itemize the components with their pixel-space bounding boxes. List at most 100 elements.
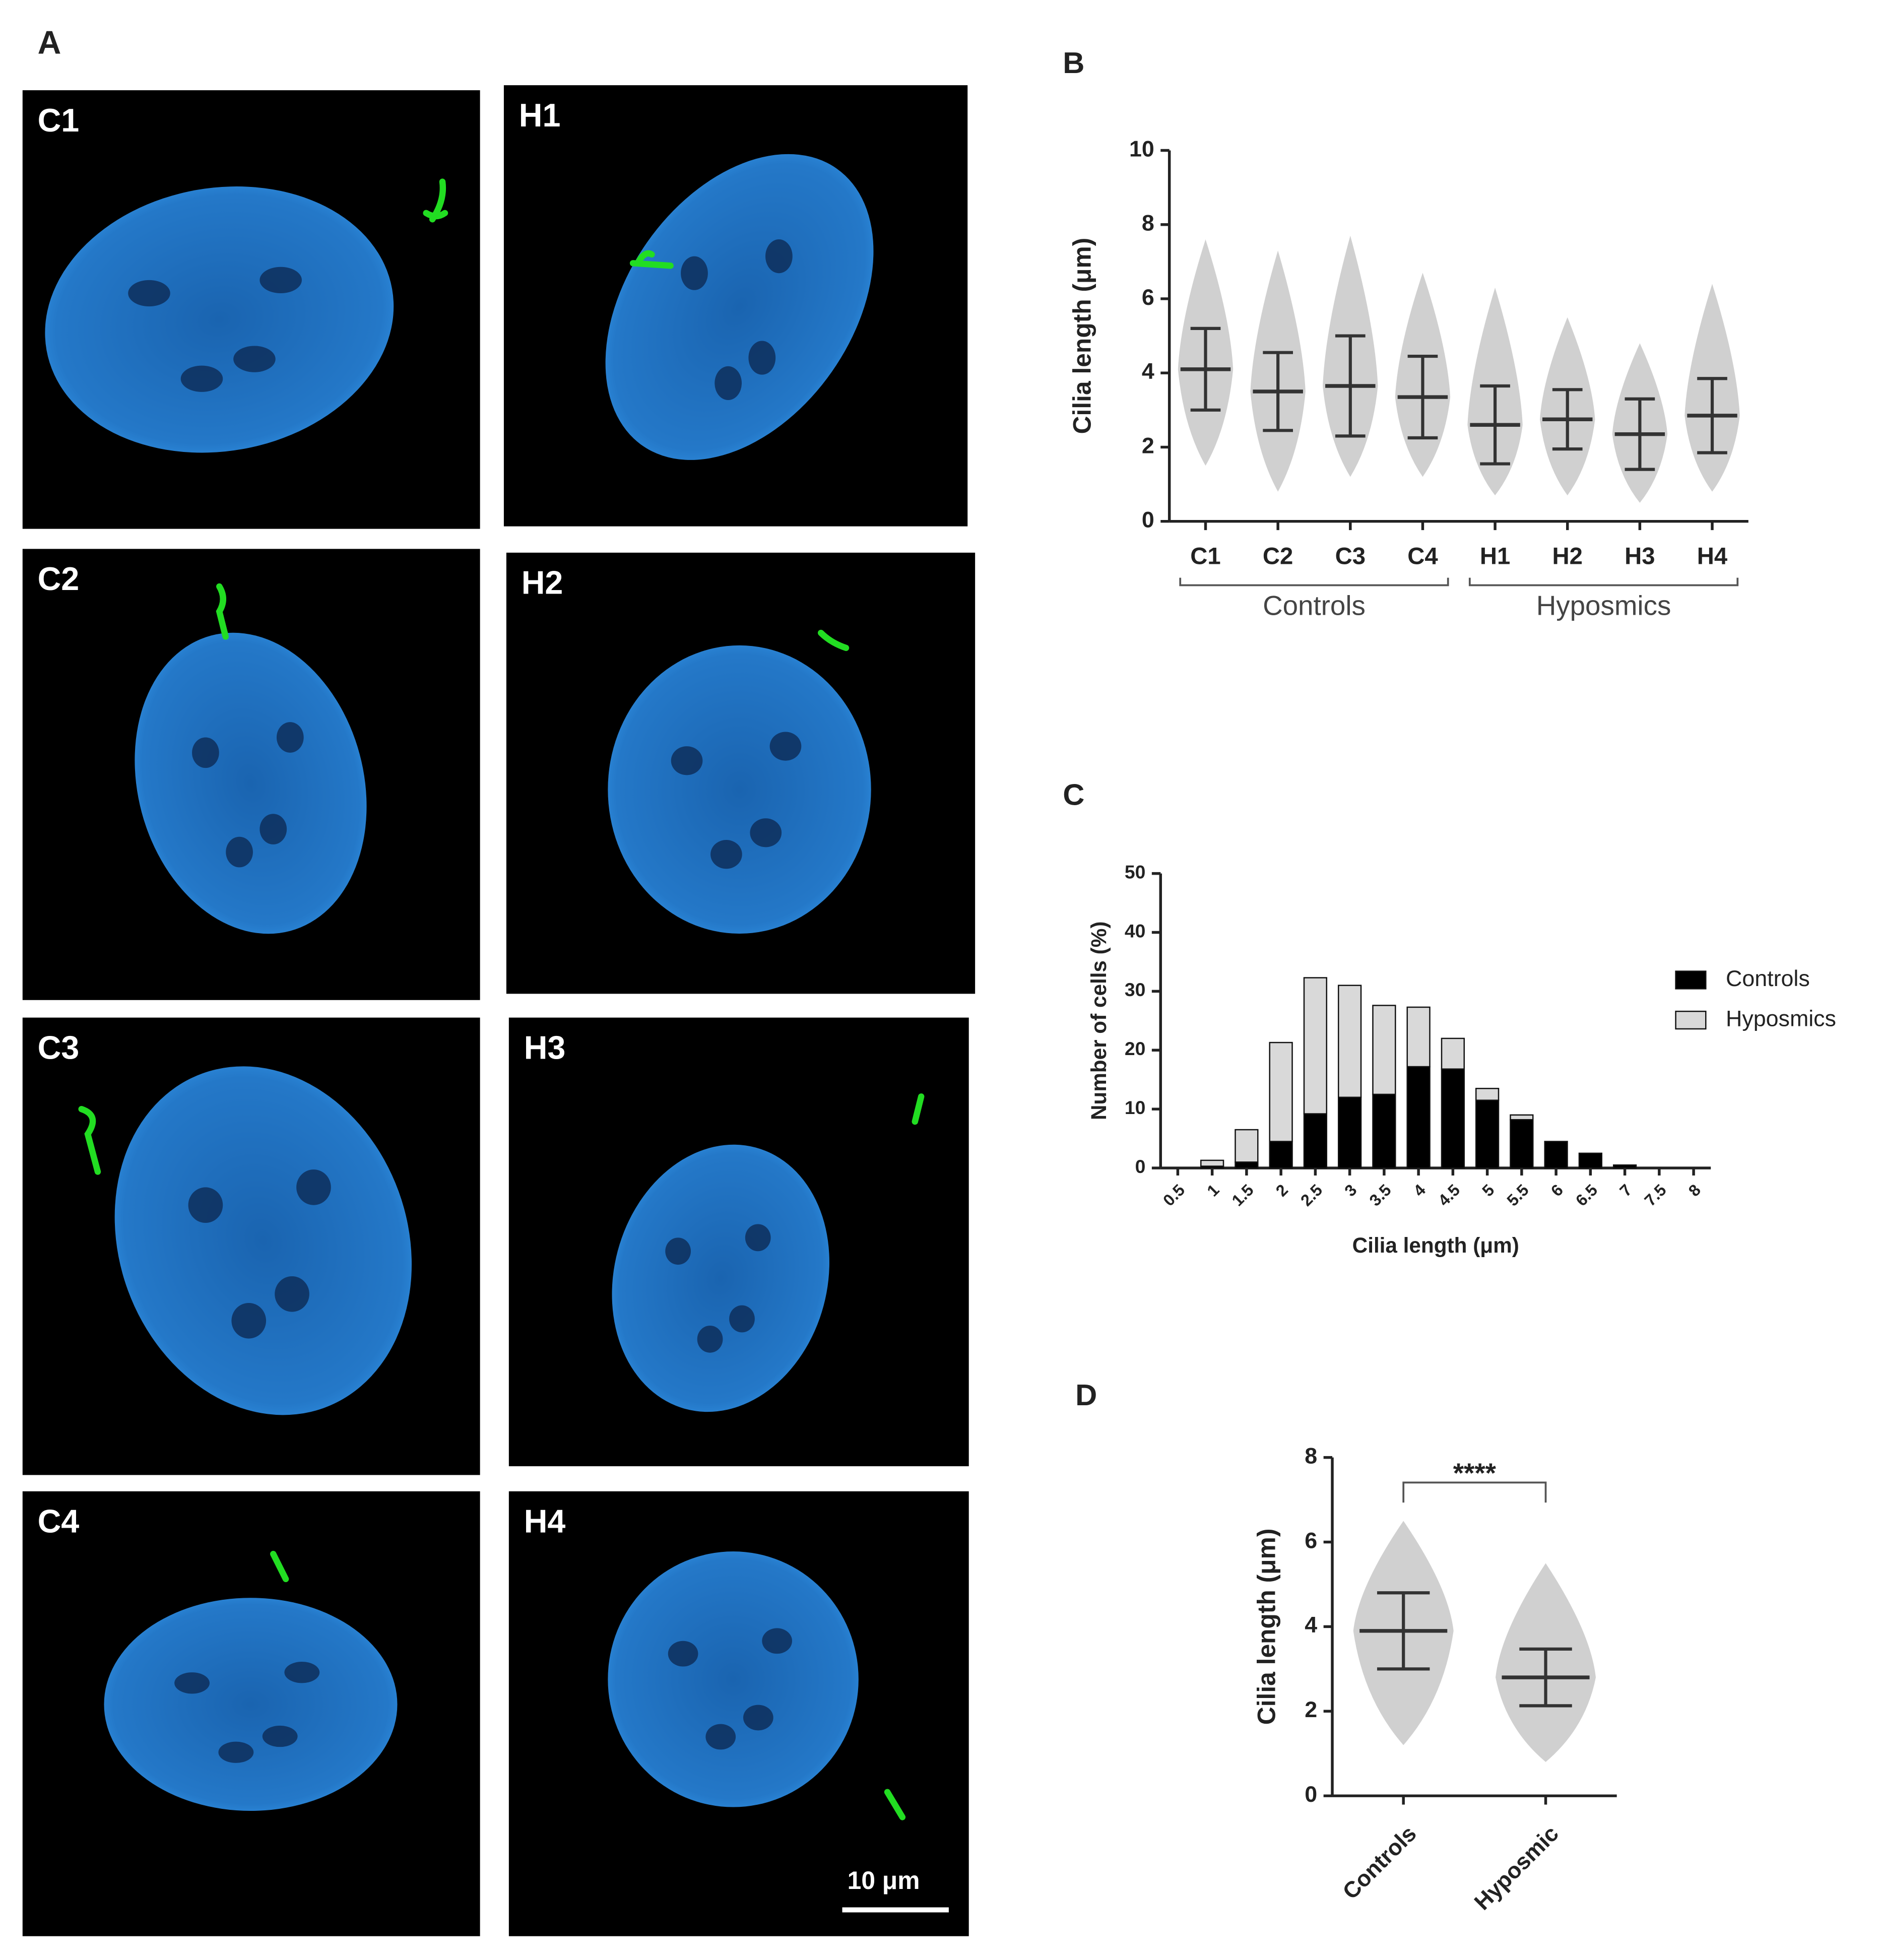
nucleolus — [668, 1641, 698, 1667]
x-tick-label: C4 — [1407, 543, 1438, 569]
nucleolus — [748, 341, 776, 375]
legend-label: Hyposmics — [1726, 1006, 1836, 1031]
y-tick-label: 0 — [1305, 1782, 1317, 1807]
bar — [1510, 1119, 1534, 1169]
image-label: H3 — [524, 1029, 566, 1066]
nucleus — [605, 154, 874, 460]
nucleolus — [765, 239, 793, 274]
y-tick-label: 2 — [1305, 1697, 1317, 1722]
nucleus — [45, 186, 394, 453]
nucleolus — [174, 1672, 210, 1694]
y-tick-label: 40 — [1125, 920, 1146, 941]
x-tick-label: H3 — [1625, 543, 1655, 569]
legend-swatch — [1675, 970, 1707, 990]
cilium — [817, 629, 850, 651]
nucleolus — [180, 365, 223, 392]
y-tick-label: 4 — [1305, 1612, 1317, 1638]
nucleus — [114, 1066, 412, 1415]
bar — [1235, 1161, 1259, 1169]
bar — [1406, 1066, 1431, 1169]
cilium — [884, 1789, 906, 1820]
y-tick-label: 4 — [1142, 359, 1154, 384]
nucleolus — [218, 1741, 254, 1763]
bar — [1303, 1113, 1328, 1169]
y-axis-label: Cilia length (μm) — [1068, 238, 1096, 434]
x-tick-label: C2 — [1263, 543, 1293, 569]
image-label: C4 — [38, 1503, 80, 1540]
bar — [1337, 1096, 1362, 1169]
nucleolus — [192, 737, 219, 768]
nucleolus — [665, 1237, 691, 1265]
y-tick-label: 50 — [1125, 861, 1146, 882]
bar — [1441, 1068, 1465, 1169]
y-tick-label: 8 — [1305, 1443, 1317, 1468]
y-tick-label: 2 — [1142, 433, 1154, 458]
y-tick-label: 0 — [1142, 507, 1154, 533]
image-label: H2 — [522, 564, 563, 601]
cilium — [912, 1093, 925, 1125]
nucleolus — [260, 267, 302, 294]
nucleolus — [275, 1276, 309, 1312]
nucleolus — [710, 840, 742, 869]
bar — [1406, 1006, 1431, 1068]
nucleolus — [750, 818, 782, 847]
y-tick-label: 10 — [1129, 136, 1154, 161]
group-bracket — [1468, 577, 1739, 586]
bar — [1475, 1088, 1500, 1101]
nucleolus — [226, 836, 253, 868]
x-tick-label: C3 — [1335, 543, 1366, 569]
bar — [1441, 1037, 1465, 1070]
y-tick-label: 8 — [1142, 211, 1154, 236]
nucleus — [612, 1144, 829, 1412]
nucleolus — [705, 1724, 736, 1750]
image-label: H4 — [524, 1503, 566, 1540]
y-tick-label: 10 — [1125, 1097, 1146, 1118]
significance-bracket — [1402, 1481, 1547, 1503]
group-label: Controls — [1263, 590, 1366, 621]
nucleolus — [284, 1662, 320, 1683]
image-label: C1 — [38, 102, 80, 139]
nucleolus — [769, 732, 802, 761]
x-tick-label: C1 — [1190, 543, 1220, 569]
cilium — [216, 583, 229, 640]
scale-bar-label: 10 μm — [848, 1866, 920, 1894]
panel-letter: B — [1063, 46, 1084, 80]
bar — [1475, 1099, 1500, 1169]
nucleolus — [260, 814, 287, 844]
y-axis-label: Cilia length (μm) — [1252, 1529, 1280, 1725]
nucleolus — [233, 346, 276, 372]
y-tick-label: 20 — [1125, 1038, 1146, 1059]
nucleus — [608, 645, 871, 934]
nucleolus — [276, 722, 304, 753]
nucleolus — [296, 1169, 331, 1205]
group-label: Hyposmics — [1536, 590, 1671, 621]
legend-swatch — [1675, 1010, 1707, 1030]
bar — [1578, 1152, 1602, 1169]
x-tick-label: H4 — [1697, 543, 1728, 569]
image-label: C2 — [38, 560, 80, 597]
nucleus — [135, 632, 367, 934]
nucleolus — [762, 1628, 792, 1654]
nucleus — [608, 1551, 859, 1807]
bar — [1372, 1093, 1396, 1169]
panel-letter: A — [38, 24, 61, 61]
image-label: C3 — [38, 1029, 80, 1066]
nucleolus — [697, 1325, 723, 1353]
nucleolus — [681, 256, 708, 290]
cilium — [78, 1105, 101, 1175]
y-tick-label: 6 — [1305, 1528, 1317, 1553]
nucleolus — [188, 1187, 223, 1223]
panel-letter: D — [1075, 1378, 1097, 1412]
y-tick-label: 0 — [1135, 1156, 1146, 1177]
y-tick-label: 30 — [1125, 979, 1146, 1000]
nucleolus — [671, 746, 703, 775]
bar — [1269, 1041, 1293, 1142]
nucleolus — [715, 366, 742, 401]
bar — [1612, 1164, 1637, 1169]
micrograph-panel: C1 H1 C2 H2 C3 H3 C4 H4 — [22, 85, 976, 1936]
y-tick-label: 6 — [1142, 285, 1154, 310]
bar — [1269, 1141, 1293, 1169]
bar — [1235, 1129, 1259, 1163]
cilium — [629, 250, 674, 269]
